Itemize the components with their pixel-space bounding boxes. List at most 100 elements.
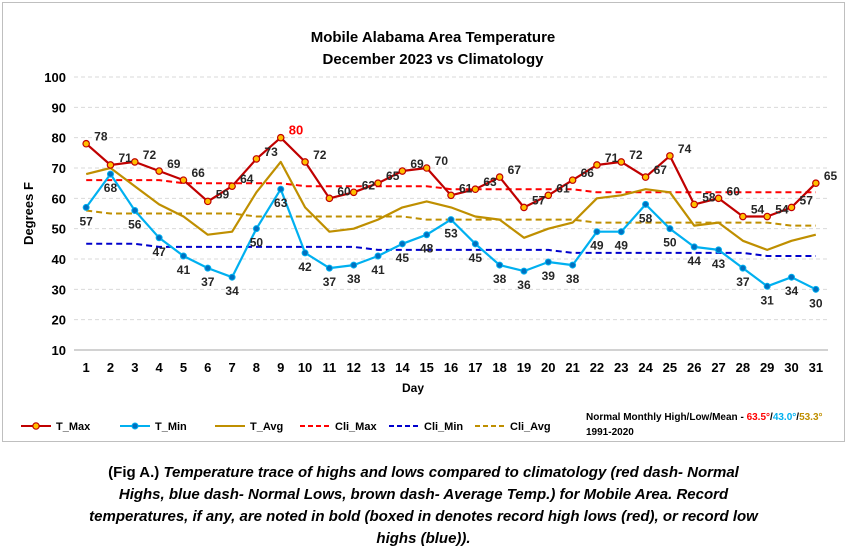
tmin-point [398,240,406,248]
tmax-point [325,194,334,203]
tmin-data-label: 34 [225,284,239,298]
tmax-point [301,158,309,166]
series-line-cli-max [86,179,816,194]
x-axis-title: Day [402,381,424,395]
temperature-chart: Mobile Alabama Area Temperature December … [21,29,838,438]
tmax-data-label: 71 [605,151,619,165]
tmax-data-label: 67 [654,163,668,177]
tmin-data-label: 53 [444,227,458,241]
x-tick-label: 24 [638,360,653,375]
tmax-point [568,176,577,184]
tmin-data-label: 38 [493,272,507,286]
tmin-data-label: 39 [542,269,556,283]
x-tick-label: 18 [492,360,506,375]
figure-caption: (Fig A.) Temperature trace of highs and … [0,462,847,550]
tmin-data-label: 45 [469,251,483,265]
y-tick-label: 100 [44,70,66,85]
x-tick-label: 13 [371,360,385,375]
y-tick-label: 70 [52,161,66,176]
tmax-data-label: 78 [94,130,108,144]
tmax-data-label: 66 [581,166,595,180]
tmin-data-label: 37 [323,275,337,289]
tmin-point [812,285,820,293]
tmin-data-label: 38 [566,272,580,286]
tmin-data-label: 57 [79,214,93,228]
tmax-point [374,179,382,187]
tmin-data-label: 37 [736,275,750,289]
x-tick-label: 15 [419,360,433,375]
legend-marker [131,422,139,430]
x-tick-label: 27 [711,360,725,375]
y-tick-label: 60 [52,191,66,206]
tmin-data-label: 43 [712,257,726,271]
tmin-data-label: 50 [663,236,677,250]
tmin-point [179,252,187,260]
tmin-point [690,243,698,251]
tmax-data-label: 64 [240,172,254,186]
legend-label: Cli_Min [424,421,463,433]
tmax-data-label: 65 [824,169,838,183]
tmax-point [349,188,358,197]
tmax-data-label: 54 [751,203,765,217]
y-tick-label: 80 [52,131,66,146]
tmax-data-label: 60 [727,184,741,198]
tmax-data-label: 58 [702,190,716,204]
tmax-point [447,191,455,200]
x-tick-label: 9 [277,360,284,375]
tmax-data-label: 70 [435,154,449,168]
tmax-point [520,203,528,212]
tmin-point [325,264,333,272]
x-tick-label: 8 [253,360,260,375]
caption-body: Temperature trace of highs and lows comp… [89,464,758,547]
x-tick-label: 10 [298,360,312,375]
tmin-point [666,225,674,233]
tmin-point [617,228,625,236]
tmin-point [447,216,455,224]
legend-label: Cli_Max [335,421,377,433]
x-tick-label: 3 [131,360,138,375]
normals-note-part: 53.3° [799,412,822,423]
y-tick-label: 20 [52,313,66,328]
tmax-data-label: 61 [459,181,473,195]
tmax-point [82,139,90,148]
tmax-data-label: 69 [410,157,424,171]
x-tick-label: 1 [83,360,90,375]
tmax-data-label: 72 [629,148,643,162]
legend-label: T_Max [56,421,91,433]
x-tick-label: 11 [323,360,337,375]
tmax-data-label: 60 [337,184,351,198]
tmin-data-label: 44 [688,254,702,268]
tmin-point [106,170,114,178]
tmin-point [520,267,528,275]
tmax-data-label: 54 [775,203,789,217]
tmin-data-label: 63 [274,196,288,210]
tmin-point [471,240,479,248]
tmin-data-label: 56 [128,217,142,231]
tmax-point [228,182,236,191]
tmin-point [374,252,382,260]
x-tick-label: 19 [517,360,531,375]
x-tick-label: 23 [614,360,628,375]
tmax-point [398,167,407,175]
chart-subtitle: December 2023 vs Climatology [323,51,545,68]
tmax-data-label: 66 [191,166,205,180]
tmax-point [252,155,261,163]
tmin-data-label: 41 [371,263,385,277]
tmax-point [812,179,820,187]
tmax-point [422,164,431,172]
x-tick-label: 5 [180,360,187,375]
x-tick-label: 31 [809,360,823,375]
legend-label: T_Min [155,421,187,433]
x-tick-label: 16 [444,360,458,375]
tmax-point [690,200,699,209]
tmax-data-label: 57 [800,193,814,207]
tmax-data-label: 63 [483,175,497,189]
normals-note-part: / [770,412,773,423]
y-tick-label: 90 [52,100,66,115]
tmin-point [131,206,139,214]
tmax-data-label: 61 [556,181,570,195]
x-tick-label: 30 [784,360,798,375]
tmin-data-label: 45 [396,251,410,265]
tmin-point [788,273,796,281]
tmax-point [471,185,480,194]
